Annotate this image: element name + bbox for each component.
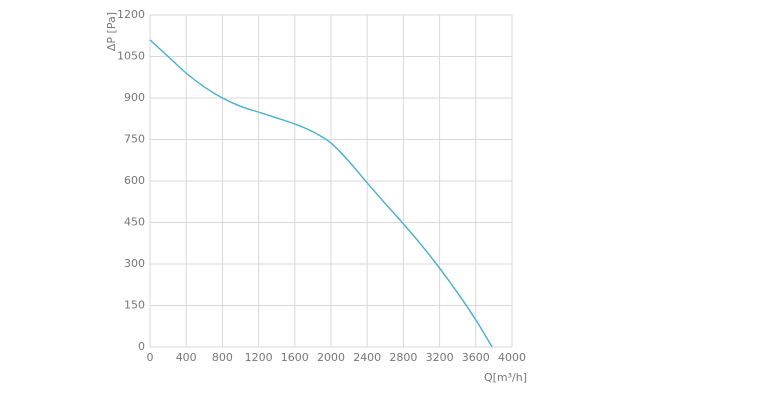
y-tick-label: 0	[138, 340, 145, 353]
x-tick-label: 3600	[462, 351, 490, 364]
x-tick-label: 1600	[281, 351, 309, 364]
y-tick-label: 900	[124, 91, 145, 104]
x-tick-label: 0	[147, 351, 154, 364]
y-axis-label: ΔP [Pa]	[105, 12, 118, 51]
x-tick-label: 400	[176, 351, 197, 364]
y-tick-label: 1050	[117, 50, 145, 63]
y-tick-label: 300	[124, 257, 145, 270]
x-tick-label: 800	[212, 351, 233, 364]
x-tick-label: 2000	[317, 351, 345, 364]
x-tick-label: 2800	[389, 351, 417, 364]
x-tick-label: 3200	[426, 351, 454, 364]
y-tick-label: 1200	[117, 8, 145, 21]
x-tick-label: 4000	[498, 351, 526, 364]
y-tick-label: 450	[124, 216, 145, 229]
y-tick-label: 150	[124, 299, 145, 312]
x-tick-label: 2400	[353, 351, 381, 364]
x-tick-label: 1200	[245, 351, 273, 364]
curve	[149, 39, 493, 348]
x-axis-label: Q[m³/h]	[484, 371, 527, 384]
y-tick-label: 750	[124, 133, 145, 146]
y-tick-label: 600	[124, 174, 145, 187]
